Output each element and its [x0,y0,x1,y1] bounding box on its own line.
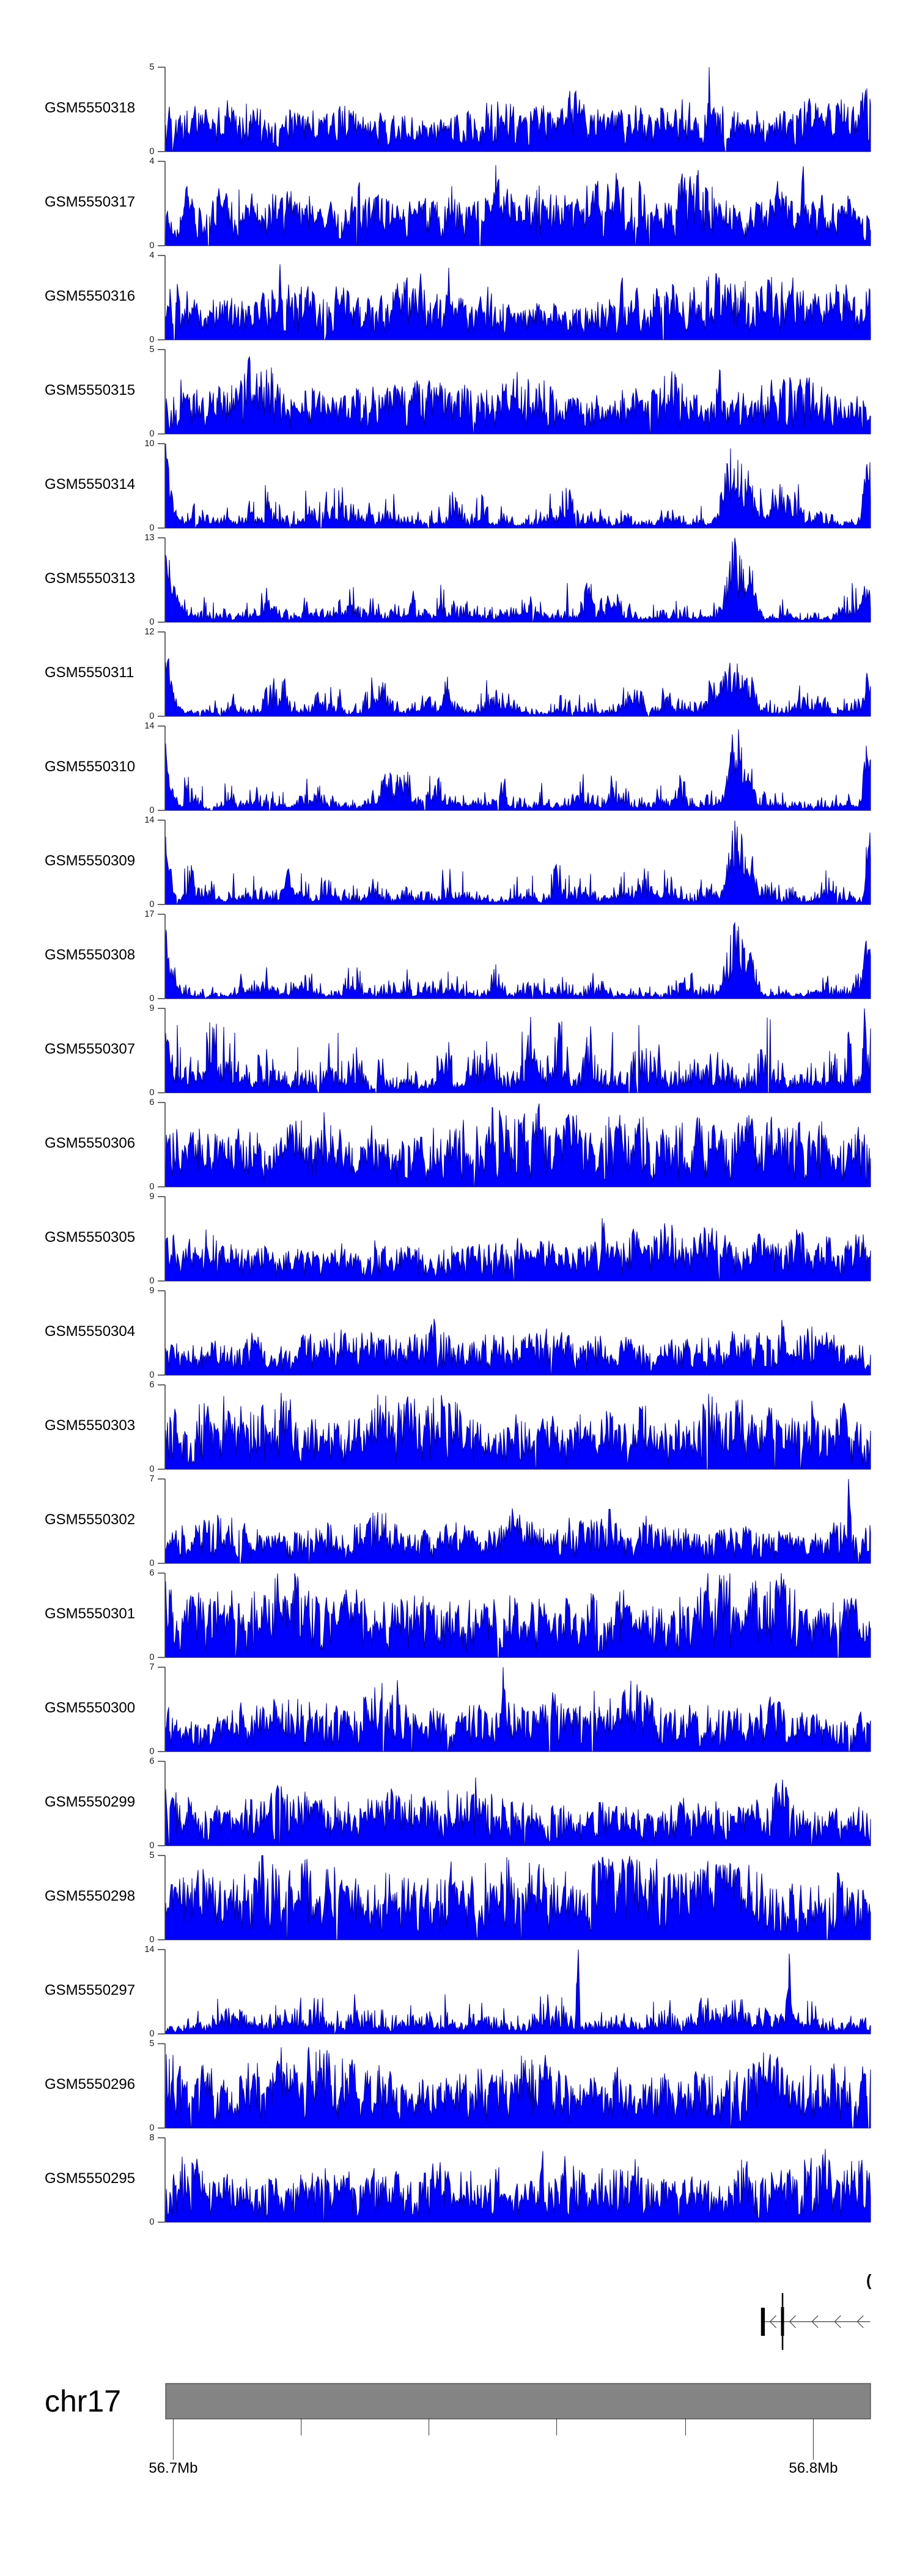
svg-text:0: 0 [149,1182,154,1192]
svg-text:9: 9 [149,1004,154,1013]
svg-text:GSM5550298: GSM5550298 [45,1888,135,1904]
svg-text:GSM5550300: GSM5550300 [45,1700,135,1716]
svg-text:0: 0 [149,2029,154,2039]
svg-text:14: 14 [144,815,154,825]
svg-text:(: ( [866,2272,872,2289]
svg-text:0: 0 [149,1370,154,1380]
svg-text:0: 0 [149,335,154,345]
svg-text:17: 17 [144,909,154,919]
svg-text:7: 7 [149,1662,154,1672]
svg-text:9: 9 [149,1192,154,1202]
svg-text:12: 12 [144,627,154,637]
svg-text:8: 8 [149,2133,154,2143]
svg-text:GSM5550314: GSM5550314 [45,476,135,493]
svg-text:0: 0 [149,2123,154,2133]
svg-text:GSM5550305: GSM5550305 [45,1229,135,1246]
svg-text:0: 0 [149,1088,154,1098]
svg-text:GSM5550306: GSM5550306 [45,1135,135,1151]
svg-text:GSM5550309: GSM5550309 [45,853,135,869]
svg-text:0: 0 [149,429,154,439]
svg-text:GSM5550311: GSM5550311 [45,664,134,681]
svg-text:0: 0 [149,2217,154,2227]
svg-text:0: 0 [149,1653,154,1662]
svg-text:6: 6 [149,1098,154,1107]
svg-text:0: 0 [149,147,154,156]
svg-text:GSM5550304: GSM5550304 [45,1323,135,1340]
svg-text:6: 6 [149,1380,154,1390]
svg-text:0: 0 [149,1276,154,1286]
svg-text:0: 0 [149,805,154,815]
svg-text:0: 0 [149,1841,154,1851]
svg-text:GSM5550310: GSM5550310 [45,758,135,775]
svg-text:0: 0 [149,1558,154,1568]
svg-text:0: 0 [149,900,154,909]
svg-text:GSM5550303: GSM5550303 [45,1417,135,1434]
svg-text:6: 6 [149,1568,154,1578]
svg-text:6: 6 [149,1756,154,1766]
svg-text:0: 0 [149,1464,154,1474]
svg-text:GSM5550302: GSM5550302 [45,1511,135,1528]
svg-text:5: 5 [149,62,154,72]
svg-text:14: 14 [144,721,154,731]
svg-text:GSM5550299: GSM5550299 [45,1794,135,1810]
svg-text:10: 10 [144,439,154,449]
svg-text:56.7Mb: 56.7Mb [149,2460,197,2476]
svg-text:0: 0 [149,241,154,251]
svg-text:GSM5550315: GSM5550315 [45,382,135,398]
svg-text:0: 0 [149,711,154,721]
svg-text:GSM5550295: GSM5550295 [45,2170,135,2187]
svg-text:5: 5 [149,1851,154,1860]
svg-text:GSM5550308: GSM5550308 [45,947,135,963]
svg-text:56.8Mb: 56.8Mb [789,2460,838,2476]
svg-text:4: 4 [149,156,154,166]
svg-text:14: 14 [144,1945,154,1954]
svg-text:GSM5550301: GSM5550301 [45,1605,135,1622]
svg-text:5: 5 [149,345,154,354]
svg-text:4: 4 [149,251,154,260]
svg-text:0: 0 [149,523,154,533]
svg-text:13: 13 [144,533,154,543]
svg-text:GSM5550307: GSM5550307 [45,1041,135,1057]
svg-text:chr17: chr17 [45,2384,121,2418]
svg-text:GSM5550316: GSM5550316 [45,288,135,304]
svg-text:GSM5550296: GSM5550296 [45,2076,135,2093]
svg-text:0: 0 [149,994,154,1004]
svg-text:7: 7 [149,1474,154,1484]
svg-text:5: 5 [149,2039,154,2049]
svg-text:GSM5550313: GSM5550313 [45,570,135,587]
svg-text:9: 9 [149,1286,154,1296]
svg-text:0: 0 [149,617,154,627]
svg-text:0: 0 [149,1935,154,1945]
svg-text:GSM5550318: GSM5550318 [45,100,135,116]
svg-text:GSM5550317: GSM5550317 [45,194,135,210]
svg-text:0: 0 [149,1747,154,1756]
svg-text:GSM5550297: GSM5550297 [45,1982,135,1998]
